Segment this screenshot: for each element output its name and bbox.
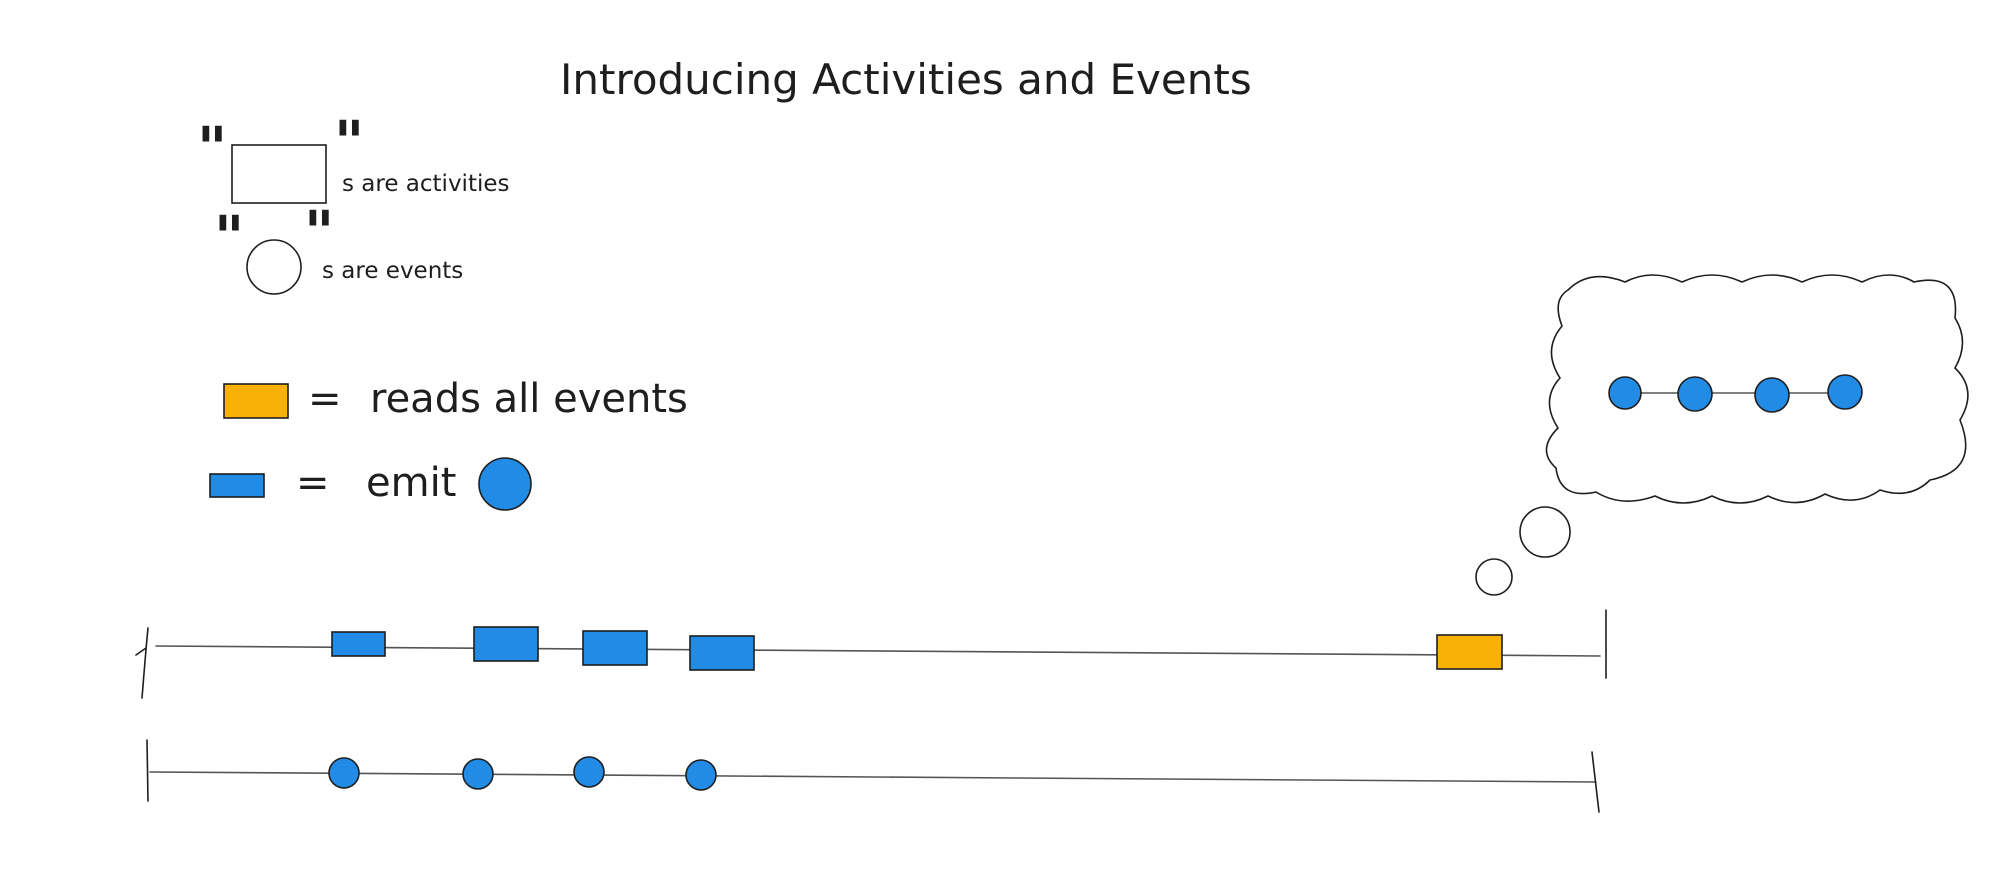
event-dot-3 <box>573 756 605 788</box>
thought-event-dot-4 <box>1827 374 1863 410</box>
emit-activity-3 <box>582 630 648 666</box>
event-shape-example <box>246 239 302 295</box>
thought-bubble <box>1475 274 1969 596</box>
emit-event-swatch <box>478 457 532 511</box>
reads-activity-swatch <box>223 383 289 419</box>
activity-shape-example <box>231 144 327 204</box>
thought-event-dot-2 <box>1677 376 1713 412</box>
event-timeline-line <box>149 771 1597 783</box>
activities-open-quote: " <box>197 114 227 182</box>
emit-activity-1 <box>331 631 386 657</box>
event-dot-2 <box>462 758 494 790</box>
activity-timeline-start-mark <box>135 627 149 699</box>
activity-timeline-line <box>155 645 1601 657</box>
events-label: s are events <box>322 258 463 284</box>
event-timeline-start-mark <box>146 739 149 802</box>
event-timeline <box>146 739 1600 813</box>
thought-trail-small <box>1475 558 1513 596</box>
activities-close-quote: " <box>334 108 364 176</box>
event-dot-1 <box>328 757 360 789</box>
emit-activity-4 <box>689 635 755 671</box>
event-timeline-end-mark <box>1591 751 1600 813</box>
events-close-quote: " <box>304 198 334 266</box>
reads-activity <box>1436 634 1503 670</box>
thought-trail-medium <box>1519 506 1571 558</box>
emit-equals-sign: = <box>296 460 330 506</box>
reads-label: reads all events <box>370 376 688 422</box>
emit-activity-swatch <box>209 473 265 498</box>
legend-events: " " s are events <box>214 198 463 295</box>
activities-label: s are activities <box>342 171 510 197</box>
legend-activities: " " s are activities <box>197 108 510 204</box>
thought-event-dot-3 <box>1754 377 1790 413</box>
event-dot-4 <box>685 759 717 791</box>
legend-emit: = emit <box>209 457 532 511</box>
thought-event-dot-1 <box>1608 376 1642 410</box>
page-title: Introducing Activities and Events <box>560 55 1252 104</box>
reads-equals-sign: = <box>308 376 342 422</box>
emit-activity-2 <box>473 626 539 662</box>
legend-reads: = reads all events <box>223 376 688 422</box>
activity-timeline <box>135 609 1607 699</box>
events-open-quote: " <box>214 203 244 271</box>
emit-label: emit <box>366 460 456 506</box>
